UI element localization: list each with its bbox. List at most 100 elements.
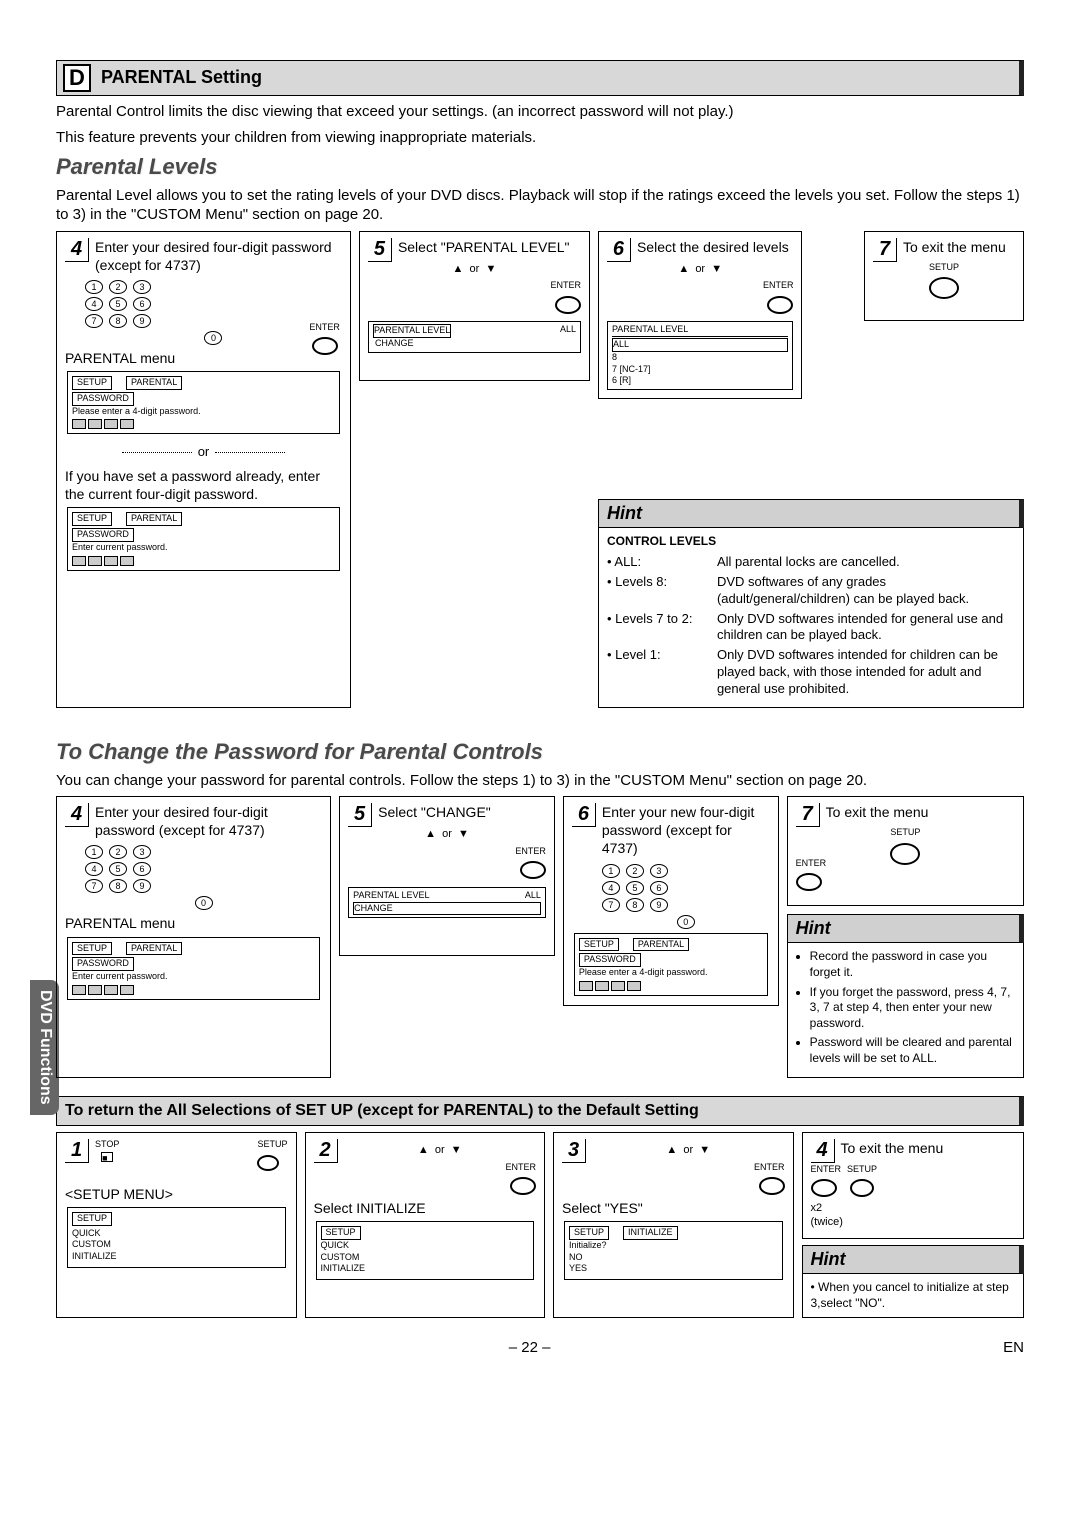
tab-setup: SETUP: [72, 376, 112, 390]
step-text: To exit the menu: [903, 238, 1015, 256]
cp-step-4: 4 Enter your desired four-digit password…: [56, 796, 331, 1078]
stop-icon: STOP■: [95, 1139, 119, 1174]
cp-step-6: 6 Enter your new four-digit password (ex…: [563, 796, 779, 1006]
ctrl-val: Only DVD softwares intended for general …: [717, 611, 1015, 645]
menu-opt: 8: [612, 352, 789, 364]
nav-arrows-icon: ▲ or ▼: [592, 1143, 785, 1157]
ctrl-val: Only DVD softwares intended for children…: [717, 647, 1015, 698]
step-text: Select "CHANGE": [378, 803, 546, 821]
tab-setup: SETUP: [72, 942, 112, 956]
password-label: PASSWORD: [72, 392, 134, 406]
enter-label: ENTER: [550, 280, 581, 290]
rd-step-1: 1 STOP■ SETUP <SETUP MENU> SETUP QUICK C…: [56, 1132, 297, 1318]
enter-icon: ENTER: [348, 846, 546, 883]
menu-opt: ALL: [612, 338, 789, 352]
return-default-title: To return the All Selections of SET UP (…: [56, 1096, 1024, 1127]
menu-item: CUSTOM: [72, 1239, 111, 1249]
rd-screen-2: SETUP QUICK CUSTOM INITIALIZE: [316, 1221, 535, 1280]
parental-menu-label: PARENTAL menu: [65, 914, 322, 932]
menu-item: INITIALIZE: [321, 1263, 366, 1273]
hint-item: Record the password in case you forget i…: [810, 949, 1015, 980]
step-num: 6: [607, 238, 631, 262]
menu-item: QUICK: [321, 1240, 350, 1250]
section-d-desc2: This feature prevents your children from…: [56, 128, 1024, 148]
page-lang: EN: [1003, 1338, 1024, 1358]
menu-item: CUSTOM: [321, 1252, 360, 1262]
nav-arrows-icon: ▲ or ▼: [344, 1143, 537, 1157]
section-letter: D: [63, 64, 91, 92]
ctrl-val: All parental locks are cancelled.: [717, 554, 1015, 571]
menu-item: CHANGE: [373, 338, 576, 350]
step-6: 6 Select the desired levels ▲ or ▼ ENTER…: [598, 231, 803, 399]
setup-menu-label: <SETUP MENU>: [65, 1185, 288, 1203]
step-text: To exit the menu: [841, 1139, 1016, 1157]
enter-label: ENTER: [309, 322, 340, 334]
enter-icon: ENTER: [562, 1162, 785, 1199]
hint-1: Hint CONTROL LEVELS • ALL:All parental l…: [598, 499, 1024, 708]
side-tab: DVD Functions: [30, 980, 59, 1115]
section-d-desc1: Parental Control limits the disc viewing…: [56, 102, 1024, 122]
step-num: 4: [65, 803, 89, 827]
screen-prompt: Enter current password.: [72, 971, 315, 983]
tab-setup: SETUP: [72, 1212, 112, 1226]
step-text: Select "PARENTAL LEVEL": [398, 238, 581, 256]
init-prompt: Initialize?: [569, 1240, 778, 1252]
enter-icon: ENTER: [796, 858, 827, 895]
step-4: 4 Enter your desired four-digit password…: [56, 231, 351, 708]
parental-levels-steps: 4 Enter your desired four-digit password…: [56, 231, 1024, 708]
tab-setup: SETUP: [579, 938, 619, 952]
nav-arrows-icon: ▲ or ▼: [368, 262, 581, 276]
password-label: PASSWORD: [72, 528, 134, 542]
setup-label: SETUP: [873, 262, 1015, 274]
step-num: 7: [873, 238, 897, 262]
menu-val: ALL: [525, 890, 541, 902]
keypad-icon: 123 456 789 0: [85, 280, 342, 345]
hint-subtitle: CONTROL LEVELS: [607, 534, 1015, 550]
nav-or: or: [435, 1144, 445, 1156]
enter-label: ENTER: [763, 280, 794, 290]
nav-arrows-icon: ▲ or ▼: [607, 262, 794, 276]
parental-levels-desc: Parental Level allows you to set the rat…: [56, 186, 1024, 225]
step-7: 7 To exit the menu SETUP: [864, 231, 1024, 321]
rd-step-3: 3 ▲ or ▼ ENTER Select "YES" SETUPINITIAL…: [553, 1132, 794, 1318]
setup-icon: SETUP: [873, 262, 1015, 303]
menu-item: QUICK: [72, 1228, 101, 1240]
cp-step-5: 5 Select "CHANGE" ▲ or ▼ ENTER PARENTAL …: [339, 796, 555, 956]
ctrl-key: • Levels 8:: [607, 574, 717, 608]
step-text: Enter your new four-digit password (exce…: [602, 803, 770, 858]
step-num: 4: [811, 1139, 835, 1163]
tab-setup: SETUP: [321, 1226, 361, 1240]
screen-prompt: Please enter a 4-digit password.: [72, 406, 335, 418]
rd-screen-3: SETUPINITIALIZE Initialize? NO YES: [564, 1221, 783, 1280]
screen-parental-1: SETUP PARENTAL PASSWORD Please enter a 4-…: [67, 371, 340, 434]
tab-init: INITIALIZE: [623, 1226, 678, 1240]
change-pw-steps: 4 Enter your desired four-digit password…: [56, 796, 1024, 1078]
nav-or: or: [470, 263, 480, 275]
hint-item: Password will be cleared and parental le…: [810, 1035, 1015, 1066]
menu-item: INITIALIZE: [72, 1251, 117, 1261]
nav-or: or: [442, 828, 452, 840]
step-num: 5: [348, 803, 372, 827]
page-footer: – 22 – EN: [56, 1338, 1024, 1358]
ctrl-val: DVD softwares of any grades (adult/gener…: [717, 574, 1015, 608]
section-title: PARENTAL Setting: [101, 66, 262, 89]
setup-label: SETUP: [796, 827, 1015, 839]
step-num: 6: [572, 803, 596, 827]
rd-step-2: 2 ▲ or ▼ ENTER Select INITIALIZE SETUP Q…: [305, 1132, 546, 1318]
enter-icon: ENTER: [309, 322, 340, 359]
rd-hint: Hint • When you cancel to initialize at …: [802, 1245, 1025, 1319]
nav-or: or: [683, 1144, 693, 1156]
setup-icon: SETUP: [796, 827, 1015, 868]
menu-title: PARENTAL LEVEL: [612, 324, 789, 337]
hint-text: When you cancel to initialize at step 3,…: [811, 1280, 1009, 1310]
nav-or: or: [695, 263, 705, 275]
enter-label: ENTER: [811, 1164, 842, 1174]
step-text: Select "YES": [562, 1199, 785, 1217]
rd-step-4-col: 4 To exit the menu ENTER SETUP x2 (twice…: [802, 1132, 1025, 1318]
cp-screen-6: SETUPPARENTAL PASSWORD Please enter a 4-…: [574, 933, 768, 996]
hint-item: If you forget the password, press 4, 7, …: [810, 985, 1015, 1032]
cp-step-7-col: 7 To exit the menu ENTER SETUP Hint Reco…: [787, 796, 1024, 1078]
tab-parental: PARENTAL: [126, 376, 182, 390]
menu-opt: 7 [NC-17]: [612, 364, 789, 376]
step-5: 5 Select "PARENTAL LEVEL" ▲ or ▼ ENTER P…: [359, 231, 590, 381]
